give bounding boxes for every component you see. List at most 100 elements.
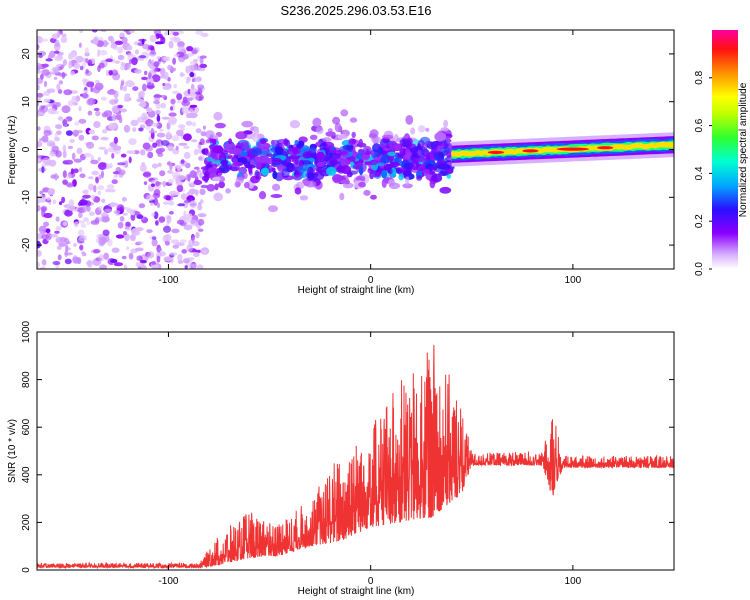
spectrogram-cell: [73, 243, 77, 247]
spectrogram-cell: [138, 103, 146, 107]
spectrogram-tone-peak: [487, 150, 505, 154]
spectrogram-cell: [98, 49, 108, 56]
spectrogram-cell: [98, 254, 105, 262]
spectrogram-cell: [78, 236, 87, 242]
spectrogram-cell: [163, 225, 171, 233]
spectrogram-cell: [163, 71, 169, 80]
spectrogram-cell: [256, 141, 262, 150]
spectrogram-cell: [312, 117, 322, 127]
spectrogram-cell: [60, 64, 65, 69]
spectrogram-cell: [55, 175, 60, 179]
spectrogram-cell: [87, 97, 96, 105]
spectrogram-cell: [204, 147, 209, 156]
spectrogram-cell: [362, 145, 372, 155]
spectrogram-cell: [240, 141, 249, 150]
spectrogram-cell: [163, 256, 173, 262]
spectrogram-cell: [268, 205, 278, 213]
spectrogram-cell: [146, 229, 153, 234]
spectrogram-cell: [91, 170, 99, 176]
spectrogram-cell: [321, 142, 327, 147]
spectrogram-cell: [169, 190, 178, 197]
spectrogram-cell: [349, 117, 358, 123]
spectrogram-cell: [41, 157, 51, 164]
spectrogram-cell: [417, 149, 422, 156]
spectrogram-cell: [132, 211, 141, 216]
spectrogram-cell: [121, 196, 127, 202]
spectrogram-cell: [43, 130, 52, 136]
spectrogram-cell: [50, 233, 59, 238]
spectrogram-cell: [115, 234, 125, 239]
spectrogram-cell: [151, 183, 155, 187]
colorbar-ticks: 0.0 0.2 0.4 0.6 0.8: [694, 70, 712, 276]
spectrogram-cell: [438, 152, 444, 158]
spectrogram-cell: [66, 174, 72, 180]
spectrogram-cell: [159, 128, 164, 132]
spectrogram-cell: [262, 142, 271, 149]
spectrogram-cell: [45, 104, 54, 108]
colorbar-tick-label: 0.0: [694, 262, 705, 276]
spectrogram-cell: [168, 119, 177, 126]
spectrogram-cell: [79, 65, 84, 71]
spectrogram-cell: [155, 220, 159, 226]
spectrogram-cell: [157, 202, 160, 209]
spectrogram-cell: [439, 186, 452, 194]
spectrogram-cell: [78, 42, 82, 48]
spectrogram-cell: [139, 90, 145, 99]
colorbar-gradient: [712, 30, 738, 269]
snr-y-tick-label: 600: [21, 418, 32, 435]
spectrogram-cell: [260, 167, 270, 176]
spectrogram-cell: [54, 55, 63, 62]
spectrogram-cell: [83, 217, 89, 222]
spectrogram-cell: [189, 104, 198, 108]
spectrogram-cell: [142, 43, 150, 50]
spectrogram-cell: [183, 224, 193, 231]
spectrogram-cell: [53, 42, 61, 51]
spectrogram-cell: [89, 211, 95, 216]
spectrogram-cell: [124, 233, 130, 242]
spectrogram-cell: [290, 167, 303, 172]
spectrogram-cell: [59, 201, 63, 206]
spectrogram-cell: [93, 121, 101, 128]
spectrogram-cell: [368, 133, 377, 139]
spectrogram-cell: [79, 30, 84, 34]
spectrogram-cell: [128, 59, 132, 64]
spectrogram-cell: [151, 238, 158, 247]
spectrogram-cell: [170, 98, 176, 105]
spectrogram-cell: [37, 157, 41, 164]
spectrogram-cell: [132, 86, 139, 91]
snr-x-ticks: -100 0 100: [158, 332, 582, 587]
spectrogram-cell: [197, 204, 203, 211]
spectrogram-cell: [146, 251, 155, 259]
spectrogram-cell: [127, 52, 134, 57]
spectrogram-y-tick-label: -20: [21, 237, 32, 252]
spectrogram-cell: [175, 180, 184, 186]
spectrogram-cell: [111, 152, 115, 159]
spectrogram-cell: [146, 61, 151, 67]
spectrogram-cell: [158, 216, 166, 223]
colorbar-tick-label: 0.6: [694, 118, 705, 132]
spectrogram-cell: [200, 184, 208, 189]
spectrogram-cell: [143, 181, 148, 186]
spectrogram-cell: [62, 144, 67, 152]
spectrogram-cell: [206, 184, 216, 192]
spectrogram-cell: [151, 122, 160, 127]
spectrogram-cell: [270, 194, 283, 198]
spectrogram-cell: [334, 150, 342, 156]
spectrogram-cell: [405, 148, 411, 155]
snr-x-tick-label: 100: [565, 576, 582, 587]
spectrogram-cell: [68, 100, 73, 107]
spectrogram-cell: [244, 181, 250, 189]
spectrogram-cell: [136, 241, 144, 245]
spectrogram-cell: [332, 116, 341, 125]
spectrogram-cell: [169, 162, 173, 171]
spectrogram-cell: [65, 241, 71, 245]
spectrogram-y-tick-label: -10: [21, 190, 32, 205]
spectrogram-cell: [72, 179, 77, 187]
spectrogram-cell: [248, 170, 253, 176]
spectrogram-cell: [237, 171, 244, 178]
spectrogram-cell: [84, 47, 89, 55]
spectrogram-cell: [61, 33, 67, 38]
spectrogram-cell: [196, 264, 204, 269]
spectrogram-cell: [251, 147, 263, 156]
spectrogram-cell: [130, 119, 139, 127]
